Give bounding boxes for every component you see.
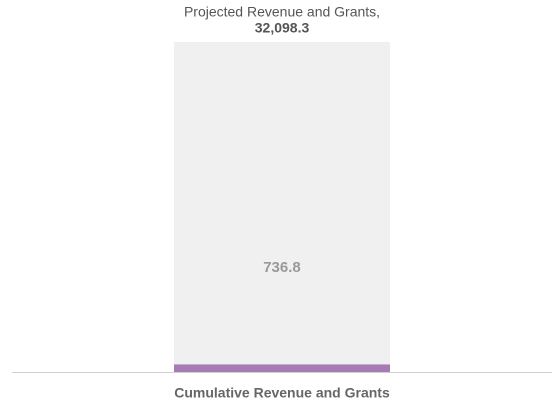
x-tick-label: Cumulative Revenue and Grants <box>174 385 390 401</box>
target-label: Projected Revenue and Grants, <box>184 4 380 20</box>
target-bar <box>174 42 390 372</box>
target-value-label: 32,098.3 <box>255 20 310 36</box>
value-label: 736.8 <box>263 259 301 276</box>
bar <box>174 364 390 372</box>
